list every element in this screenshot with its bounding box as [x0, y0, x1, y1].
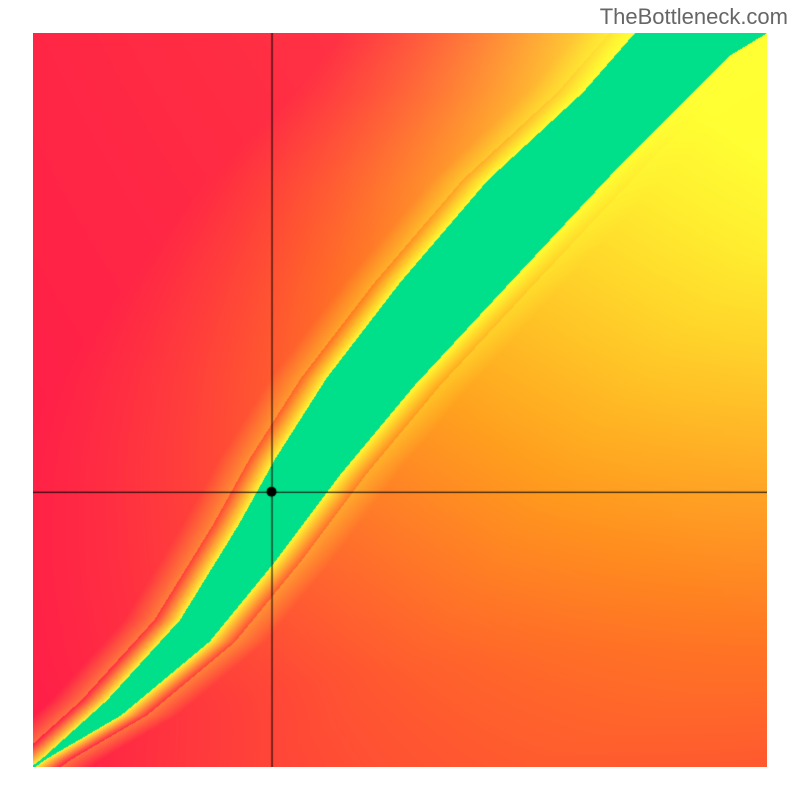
heatmap-canvas — [33, 33, 767, 767]
plot-area — [33, 33, 767, 767]
chart-container: TheBottleneck.com — [0, 0, 800, 800]
watermark-text: TheBottleneck.com — [600, 4, 788, 30]
